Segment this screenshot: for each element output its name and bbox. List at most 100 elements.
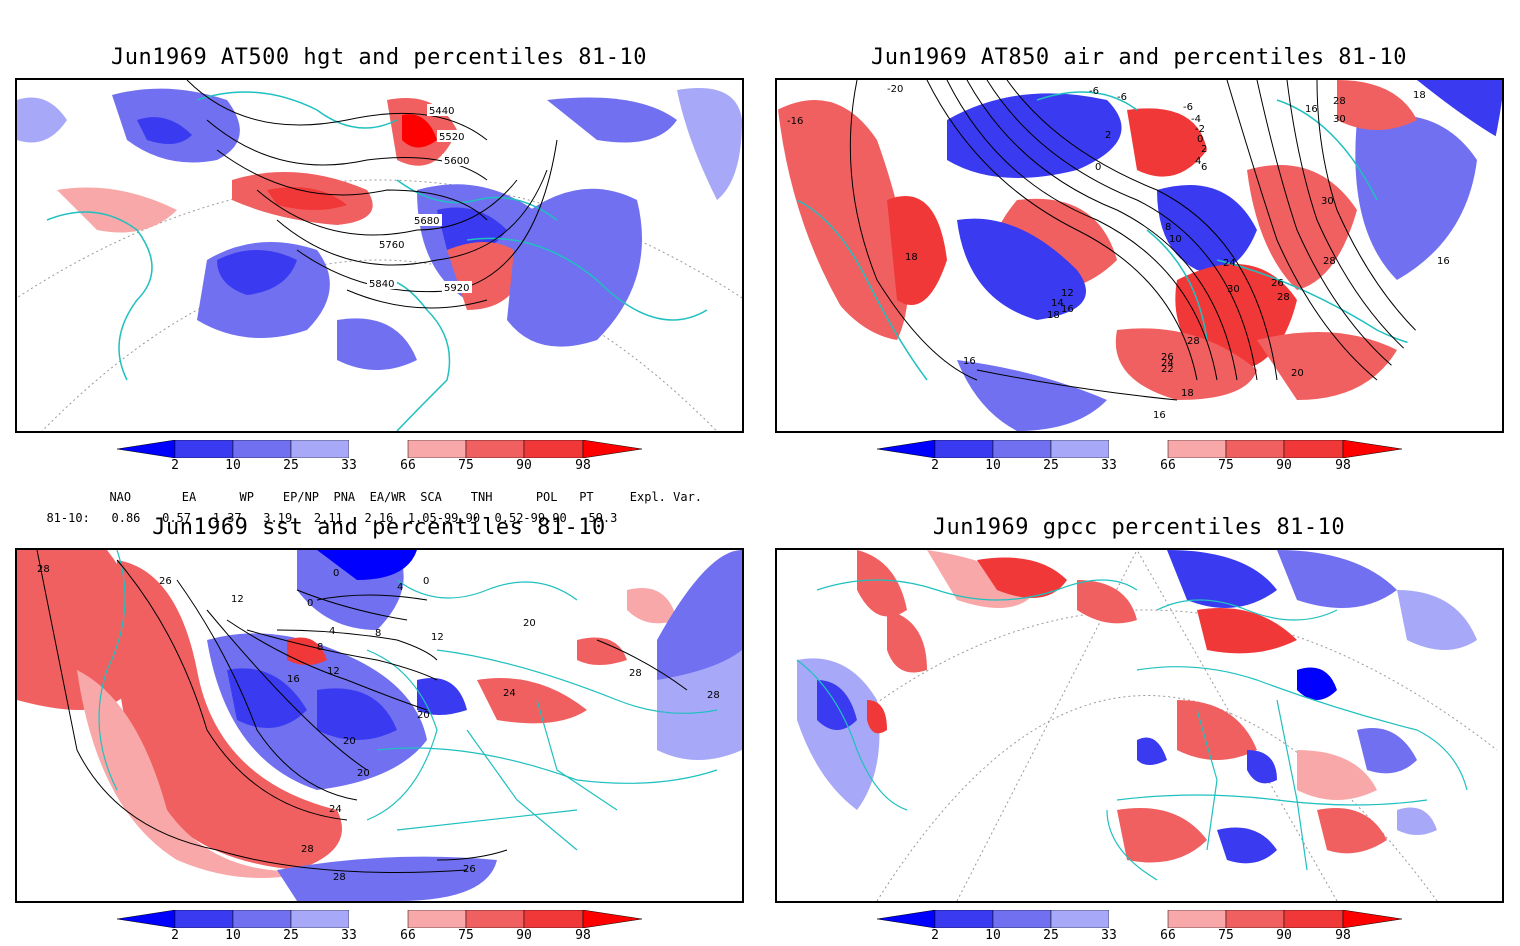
svg-text:-6: -6 [1089, 86, 1099, 97]
svg-text:16: 16 [963, 356, 976, 367]
svg-text:18: 18 [1181, 388, 1194, 399]
indices-values: 81-10: 0.86 0.57 1.37 3.19 2.11 2.16 1.0… [46, 511, 618, 525]
svg-text:20: 20 [417, 710, 430, 721]
colorbar-tick-label: 66 [1160, 928, 1176, 943]
colorbar-tick-label: 90 [516, 928, 532, 943]
svg-text:24: 24 [1161, 358, 1174, 369]
panel-title-tl: Jun1969 AT500 hgt and percentiles 81-10 [110, 45, 648, 70]
svg-text:2: 2 [1105, 130, 1111, 141]
colorbar-tick-label: 75 [1218, 458, 1234, 473]
svg-text:30: 30 [1227, 284, 1240, 295]
svg-text:30: 30 [1333, 114, 1346, 125]
precip-shading [797, 550, 1477, 864]
svg-text:28: 28 [1333, 96, 1346, 107]
svg-text:18: 18 [1047, 310, 1060, 321]
colorbar-tick-label: 25 [283, 458, 299, 473]
svg-text:2: 2 [1201, 144, 1207, 155]
svg-text:4: 4 [397, 582, 403, 593]
svg-text:30: 30 [1321, 196, 1334, 207]
svg-text:-20: -20 [887, 84, 903, 95]
colorbar-swatch [1050, 439, 1110, 459]
colorbar-tick-label: 33 [341, 928, 357, 943]
colorbar-arrow-low [876, 909, 936, 929]
svg-text:12: 12 [327, 666, 340, 677]
svg-text:12: 12 [431, 632, 444, 643]
colorbar-tick-label: 10 [985, 458, 1001, 473]
colorbar-tick-label: 98 [575, 928, 591, 943]
colorbar-tick-label: 98 [575, 458, 591, 473]
svg-text:24: 24 [1223, 258, 1236, 269]
colorbar-swatch [1109, 910, 1168, 928]
svg-text:14: 14 [1051, 298, 1064, 309]
svg-text:28: 28 [1277, 292, 1290, 303]
svg-text:4: 4 [1195, 156, 1201, 167]
colorbar-arrow-low [876, 439, 936, 459]
colorbar-swatch [465, 439, 525, 459]
colorbar-br: 2 10 25 33 66 75 90 98 [876, 909, 1403, 946]
colorbar-swatch [992, 439, 1052, 459]
svg-text:26: 26 [1161, 352, 1174, 363]
svg-text:20: 20 [343, 736, 356, 747]
svg-text:5760: 5760 [379, 240, 404, 251]
colorbar-swatch [174, 439, 234, 459]
percentile-shading [17, 88, 742, 370]
colorbar-swatch [523, 439, 584, 459]
colorbar-tick-label: 98 [1335, 458, 1351, 473]
svg-text:5920: 5920 [444, 283, 469, 294]
svg-text:28: 28 [333, 872, 346, 883]
map-at850-air: -20 -16 -6 -6 -6 -4 -2 0 2 4 6 0 2 8 10 … [775, 78, 1504, 433]
colorbar-tick-label: 10 [225, 458, 241, 473]
colorbar-swatch [465, 909, 525, 929]
colorbar-arrow-high [582, 439, 643, 459]
colorbar-swatch [1283, 439, 1344, 459]
svg-text:22: 22 [1161, 364, 1174, 375]
colorbar-tick-label: 25 [1043, 458, 1059, 473]
panel-title-tr: Jun1969 AT850 air and percentiles 81-10 [870, 45, 1408, 70]
contour-labels: 5440 5520 5600 5680 5760 5840 5920 [367, 104, 472, 294]
percentile-shading [777, 80, 1502, 431]
temperature-contours [849, 80, 1438, 401]
panel-title-bl: Jun1969 sst and percentiles 81-10 [152, 515, 606, 540]
coastlines-borders [98, 550, 718, 851]
colorbar-swatch [1109, 440, 1168, 458]
svg-text:8: 8 [317, 642, 323, 653]
colorbar-tick-label: 33 [1101, 928, 1117, 943]
colorbar-swatch [1167, 439, 1227, 459]
svg-text:5680: 5680 [414, 216, 439, 227]
colorbar-swatch [407, 439, 467, 459]
svg-text:28: 28 [301, 844, 314, 855]
svg-text:-6: -6 [1117, 92, 1127, 103]
svg-text:6: 6 [1201, 162, 1207, 173]
colorbar-swatch [232, 909, 292, 929]
svg-text:-2: -2 [1195, 124, 1205, 135]
colorbar-swatch [290, 439, 350, 459]
svg-text:28: 28 [1187, 336, 1200, 347]
svg-text:26: 26 [1271, 278, 1284, 289]
colorbar-swatch [992, 909, 1052, 929]
colorbar-tick-label: 75 [458, 928, 474, 943]
colorbar-tick-label: 2 [931, 458, 939, 473]
colorbar-tick-label: 2 [171, 928, 179, 943]
colorbar-swatch [407, 909, 467, 929]
svg-text:5440: 5440 [429, 106, 454, 117]
map-sst: 28 26 12 0 0 4 4 8 0 12 8 12 16 20 20 20… [15, 548, 744, 903]
colorbar-tick-label: 66 [400, 928, 416, 943]
contour-labels: 28 26 12 0 0 4 4 8 0 12 8 12 16 20 20 20… [37, 564, 720, 883]
svg-text:5600: 5600 [444, 156, 469, 167]
colorbar-tick-label: 25 [283, 928, 299, 943]
panel-title-br: Jun1969 gpcc percentiles 81-10 [932, 515, 1346, 540]
svg-text:18: 18 [905, 252, 918, 263]
colorbar-arrow-high [1342, 909, 1403, 929]
svg-text:26: 26 [463, 864, 476, 875]
map-gpcc [775, 548, 1504, 903]
svg-text:0: 0 [333, 568, 339, 579]
colorbar-tick-label: 33 [341, 458, 357, 473]
svg-text:4: 4 [329, 626, 335, 637]
coastlines-borders [796, 579, 1468, 881]
percentile-shading [17, 550, 742, 901]
colorbar-swatches [116, 909, 643, 929]
colorbar-swatch [1167, 909, 1227, 929]
indices-header: NAO EA WP EP/NP PNA EA/WR SCA TNH POL PT… [109, 490, 703, 504]
svg-text:8: 8 [375, 628, 381, 639]
colorbar-swatch [174, 909, 234, 929]
